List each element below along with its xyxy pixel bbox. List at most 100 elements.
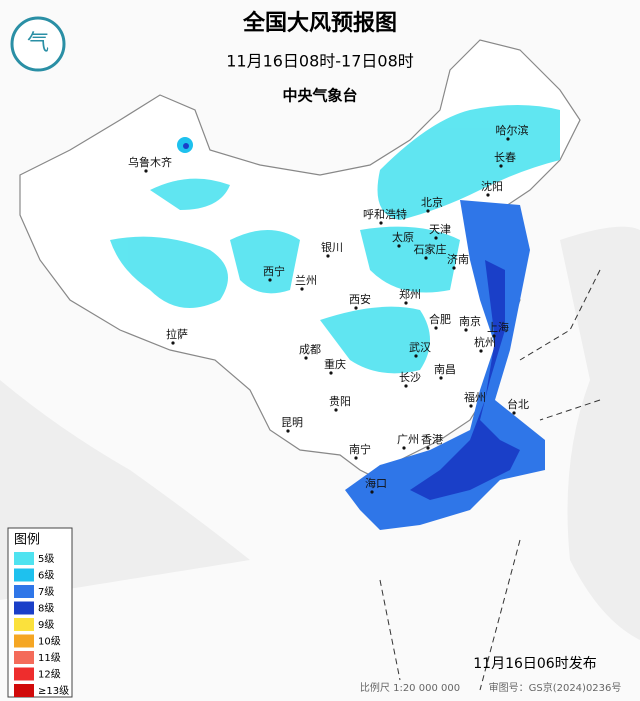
- city-dot: [426, 209, 430, 213]
- city-dot: [479, 349, 483, 353]
- city-label: 合肥: [429, 312, 451, 326]
- city-label: 南京: [459, 314, 481, 328]
- legend-title: 图例: [14, 533, 40, 548]
- city-dot: [512, 411, 516, 415]
- city-dot: [354, 456, 358, 460]
- city-dot: [469, 404, 473, 408]
- city-dot: [379, 221, 383, 225]
- city-label: 郑州: [399, 287, 421, 301]
- legend-swatch: [14, 601, 34, 615]
- city-label: 乌鲁木齐: [128, 155, 172, 169]
- city-label: 福州: [464, 390, 486, 404]
- city-dot: [426, 446, 430, 450]
- legend-swatch: [14, 634, 34, 648]
- city-label: 沈阳: [481, 179, 503, 193]
- city-dot: [397, 244, 401, 248]
- city-label: 贵阳: [329, 395, 351, 408]
- city-label: 杭州: [474, 335, 496, 349]
- city-dot: [486, 193, 490, 197]
- city-label: 太原: [392, 231, 414, 244]
- scale: 比例尺 1:20 000 000: [360, 681, 460, 694]
- legend-swatch: [14, 667, 34, 681]
- legend-label: 7级: [38, 586, 54, 598]
- city-label: 长春: [494, 151, 516, 164]
- city-dot: [499, 164, 503, 168]
- legend-swatch: [14, 568, 34, 582]
- logo-mark: 气: [27, 31, 49, 56]
- city-dot: [414, 354, 418, 358]
- city-dot: [404, 384, 408, 388]
- city-label: 西宁: [263, 264, 285, 278]
- neighbor-land: [560, 226, 640, 640]
- city-dot: [506, 137, 510, 141]
- wind-5: [110, 105, 560, 374]
- city-label: 香港: [421, 433, 443, 446]
- legend-label: 8级: [38, 603, 54, 615]
- city-label: 海口: [365, 476, 387, 490]
- city-label: 兰州: [295, 274, 317, 287]
- legend: 5级 6级 7级 8级 9级 10级 11级 12级 ≥13级: [14, 552, 69, 697]
- city-dot: [286, 429, 290, 433]
- city-dot: [492, 334, 496, 338]
- city-label: 昆明: [281, 416, 303, 429]
- city-dot: [300, 287, 304, 291]
- city-dot: [144, 169, 148, 173]
- city-dot: [334, 408, 338, 412]
- city-label: 南昌: [434, 363, 456, 376]
- legend-swatch: [14, 585, 34, 598]
- city-dot: [439, 376, 443, 380]
- legend-label: 5级: [38, 553, 54, 565]
- city-label: 济南: [447, 252, 469, 266]
- wind-8: [410, 260, 520, 500]
- legend-label: 6级: [38, 570, 54, 582]
- city-label: 天津: [429, 223, 451, 236]
- published: 11月16日06时发布: [473, 656, 596, 672]
- city-dot: [402, 446, 406, 450]
- city-dot: [424, 256, 428, 260]
- city-dot: [464, 328, 468, 332]
- city-dot: [326, 254, 330, 258]
- city-label: 银川: [321, 240, 343, 254]
- city-label: 上海: [487, 320, 509, 334]
- city-label: 呼和浩特: [363, 207, 407, 221]
- city-dot: [354, 306, 358, 310]
- city-label: 台北: [507, 397, 529, 411]
- legend-label: 11级: [38, 652, 61, 664]
- city-dot: [404, 301, 408, 305]
- city-dot: [370, 490, 374, 494]
- wind-8: [183, 143, 189, 149]
- city-dot: [304, 356, 308, 360]
- city-dot: [329, 371, 333, 375]
- city-label: 长沙: [399, 371, 421, 384]
- legend-swatch: [14, 552, 34, 565]
- legend-label: 12级: [38, 669, 61, 681]
- city-dot: [452, 266, 456, 270]
- city-label: 西安: [349, 292, 371, 306]
- sea-boundaries: [379, 269, 601, 691]
- city-label: 武汉: [409, 341, 431, 354]
- logo: [10, 16, 66, 72]
- issuer: 中央气象台: [282, 87, 357, 105]
- legend-label: 10级: [38, 636, 61, 648]
- legend-label: ≥13级: [38, 685, 69, 697]
- subtitle: 11月16日08时-17日08时: [226, 52, 414, 71]
- city-label: 广州: [397, 433, 419, 446]
- legend-label: 9级: [38, 619, 54, 631]
- city-dot: [434, 326, 438, 330]
- city-dot: [268, 278, 272, 282]
- legend-swatch: [14, 684, 34, 697]
- city-label: 南宁: [349, 442, 371, 456]
- review-number: 审图号：GS京(2024)0236号: [489, 681, 622, 694]
- city-dot: [434, 236, 438, 240]
- city-label: 重庆: [324, 357, 346, 371]
- city-dot: [171, 341, 175, 345]
- legend-swatch: [14, 618, 34, 631]
- legend-swatch: [14, 651, 34, 664]
- title: 全国大风预报图: [242, 10, 397, 36]
- city-label: 石家庄: [414, 242, 447, 256]
- city-label: 哈尔滨: [496, 123, 529, 137]
- city-label: 北京: [421, 195, 443, 209]
- city-label: 拉萨: [166, 327, 188, 341]
